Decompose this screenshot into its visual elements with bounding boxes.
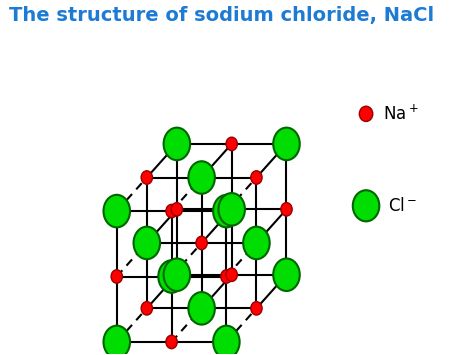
Ellipse shape bbox=[251, 302, 262, 315]
Ellipse shape bbox=[226, 137, 237, 151]
Ellipse shape bbox=[353, 190, 379, 222]
Ellipse shape bbox=[141, 171, 153, 184]
Ellipse shape bbox=[103, 195, 130, 227]
Text: The structure of sodium chloride, NaCl: The structure of sodium chloride, NaCl bbox=[9, 6, 434, 25]
Ellipse shape bbox=[213, 195, 240, 227]
Ellipse shape bbox=[141, 302, 153, 315]
Text: Cl$^-$: Cl$^-$ bbox=[388, 197, 417, 215]
Ellipse shape bbox=[164, 128, 190, 160]
Ellipse shape bbox=[111, 270, 122, 283]
Ellipse shape bbox=[171, 203, 182, 216]
Ellipse shape bbox=[166, 204, 177, 218]
Ellipse shape bbox=[103, 326, 130, 355]
Ellipse shape bbox=[166, 335, 177, 349]
Ellipse shape bbox=[213, 326, 240, 355]
Ellipse shape bbox=[273, 128, 300, 160]
Ellipse shape bbox=[281, 203, 292, 216]
Ellipse shape bbox=[134, 226, 160, 259]
Ellipse shape bbox=[219, 193, 245, 225]
Ellipse shape bbox=[251, 171, 262, 184]
Ellipse shape bbox=[221, 270, 232, 283]
Ellipse shape bbox=[188, 292, 215, 324]
Ellipse shape bbox=[196, 236, 207, 250]
Ellipse shape bbox=[243, 226, 270, 259]
Text: Na$^+$: Na$^+$ bbox=[383, 104, 419, 124]
Ellipse shape bbox=[158, 260, 185, 293]
Ellipse shape bbox=[164, 258, 190, 291]
Ellipse shape bbox=[226, 268, 237, 282]
Ellipse shape bbox=[359, 106, 373, 121]
Ellipse shape bbox=[273, 258, 300, 291]
Ellipse shape bbox=[188, 161, 215, 194]
